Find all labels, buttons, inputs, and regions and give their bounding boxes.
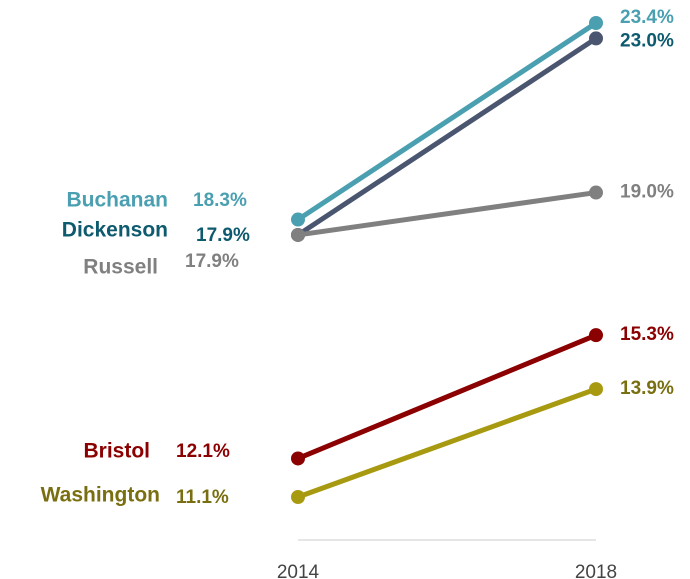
point [291,227,305,242]
value-label: 17.9% [185,251,239,272]
series-name: Russell [83,256,158,279]
value-label: 11.1% [176,487,229,508]
value-label: 18.3% [193,190,247,211]
point [589,328,603,343]
point [291,212,305,227]
point [589,16,603,30]
value-label: 12.1% [176,441,230,462]
series-line [296,20,598,222]
series-line [296,36,598,238]
x-tick-label: 2014 [277,562,320,579]
point [589,382,603,397]
point [589,185,603,200]
series-name: Dickenson [62,219,168,242]
series-line [297,190,597,238]
point [589,31,603,46]
series-name: Washington [41,484,160,507]
point [291,451,305,466]
series-name: Buchanan [66,189,168,212]
value-label: 17.9% [196,225,250,246]
x-tick-label: 2018 [575,562,617,579]
value-label: 13.9% [620,378,674,399]
series-line [297,332,597,461]
value-label: 23.0% [620,30,674,51]
series-line [297,386,597,500]
series-name: Bristol [83,440,150,463]
value-label: 23.4% [620,7,674,28]
value-label: 19.0% [620,182,674,203]
value-label: 15.3% [620,324,674,345]
point [291,490,305,504]
